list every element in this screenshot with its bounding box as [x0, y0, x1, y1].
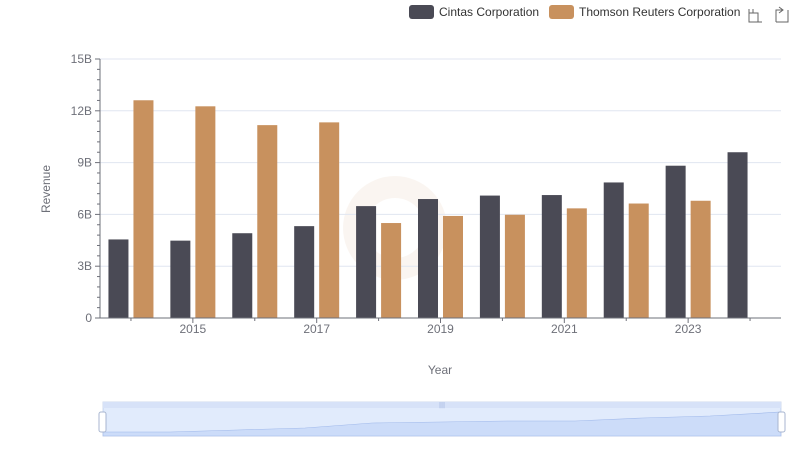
bar-cintas-2014[interactable] — [108, 239, 129, 318]
legend-item-cintas[interactable]: Cintas Corporation — [409, 5, 539, 19]
x-tick-label: 2023 — [675, 322, 702, 336]
y-tick-label: 0 — [85, 311, 92, 325]
x-tick-label: 2019 — [427, 322, 454, 336]
legend-label-thomson-reuters: Thomson Reuters Corporation — [579, 5, 740, 19]
y-tick-label: 12B — [71, 104, 92, 118]
bar-thomson-reuters-2022[interactable] — [628, 203, 649, 318]
bar-thomson-reuters-2018[interactable] — [381, 223, 402, 318]
y-axis-title: Revenue — [39, 165, 53, 213]
x-tick-label: 2021 — [551, 322, 578, 336]
bar-cintas-2024[interactable] — [727, 152, 748, 318]
bar-cintas-2021[interactable] — [541, 195, 562, 318]
x-axis-title: Year — [428, 363, 452, 377]
bar-thomson-reuters-2021[interactable] — [566, 208, 587, 318]
zoom-icon[interactable] — [748, 9, 762, 23]
legend-swatch-cintas — [409, 5, 434, 19]
bar-cintas-2020[interactable] — [479, 195, 500, 318]
bar-cintas-2023[interactable] — [665, 165, 686, 318]
slider-handle-right[interactable] — [777, 411, 786, 433]
bar-thomson-reuters-2016[interactable] — [257, 125, 278, 318]
legend-label-cintas: Cintas Corporation — [439, 5, 539, 19]
y-tick-label: 9B — [77, 156, 92, 170]
bar-thomson-reuters-2017[interactable] — [319, 122, 340, 318]
bar-cintas-2016[interactable] — [232, 233, 253, 318]
y-axis: 0 3B 6B 9B 12B 15B — [71, 52, 101, 325]
bar-cintas-2019[interactable] — [418, 199, 438, 318]
datazoom-slider[interactable]: ||| — [98, 401, 786, 437]
legend-item-thomson-reuters[interactable]: Thomson Reuters Corporation — [549, 5, 740, 19]
x-tick-label: 2015 — [180, 322, 207, 336]
bar-cintas-2015[interactable] — [170, 240, 191, 318]
bar-cintas-2022[interactable] — [603, 182, 624, 318]
legend: Cintas Corporation Thomson Reuters Corpo… — [409, 5, 740, 19]
y-tick-label: 15B — [71, 52, 92, 66]
slider-move-handle-grip[interactable]: ||| — [439, 402, 445, 409]
bar-cintas-2017[interactable] — [294, 226, 315, 318]
bar-thomson-reuters-2020[interactable] — [504, 214, 525, 318]
y-tick-label: 6B — [77, 207, 92, 221]
restore-icon[interactable] — [775, 6, 789, 23]
bar-thomson-reuters-2023[interactable] — [690, 200, 711, 318]
x-tick-label: 2017 — [303, 322, 330, 336]
y-tick-label: 3B — [77, 259, 92, 273]
bar-thomson-reuters-2019[interactable] — [443, 215, 463, 318]
bar-thomson-reuters-2014[interactable] — [133, 100, 154, 318]
x-axis: 2015 2017 2019 2021 2023 — [100, 317, 781, 336]
bar-thomson-reuters-2015[interactable] — [195, 106, 216, 318]
slider-top-bar[interactable] — [103, 402, 781, 408]
bar-cintas-2018[interactable] — [356, 206, 377, 318]
legend-swatch-thomson-reuters — [549, 5, 574, 19]
slider-handle-left[interactable] — [98, 411, 107, 433]
bars — [108, 100, 748, 318]
